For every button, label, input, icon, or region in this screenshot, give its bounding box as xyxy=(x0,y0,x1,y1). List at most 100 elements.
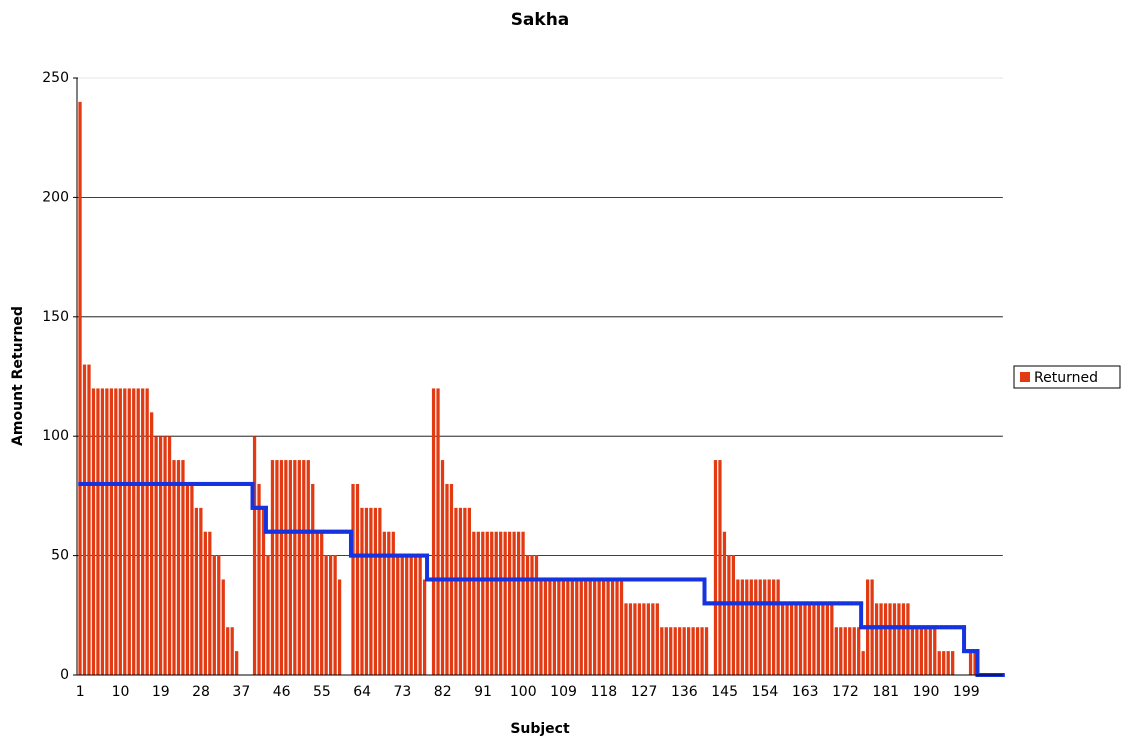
bar xyxy=(794,603,798,675)
bar xyxy=(758,579,762,675)
bar xyxy=(646,603,650,675)
bar xyxy=(78,101,82,675)
bar xyxy=(181,460,185,675)
x-tick-label: 145 xyxy=(711,684,738,700)
x-tick-label: 109 xyxy=(550,684,577,700)
bar xyxy=(266,555,270,675)
bar xyxy=(691,627,695,675)
bar xyxy=(306,460,310,675)
bar xyxy=(601,579,606,675)
bar xyxy=(279,460,284,675)
bar xyxy=(158,436,163,675)
bar xyxy=(311,483,315,675)
bar xyxy=(199,507,203,675)
chart-title: Sakha xyxy=(511,10,570,30)
bar xyxy=(561,579,565,675)
legend-swatch xyxy=(1020,372,1030,382)
x-tick-label: 73 xyxy=(394,684,412,700)
legend-box xyxy=(1013,365,1121,389)
x-tick-label: 37 xyxy=(232,684,250,700)
bar xyxy=(217,555,221,675)
bar xyxy=(293,460,297,675)
x-tick-label: 55 xyxy=(313,684,331,700)
bar xyxy=(100,388,105,675)
bar xyxy=(230,627,234,675)
bar xyxy=(615,579,619,675)
bar xyxy=(883,603,888,675)
bar xyxy=(669,627,673,675)
bar xyxy=(118,388,122,675)
bar xyxy=(624,603,628,675)
x-tick-label: 154 xyxy=(752,684,779,700)
bar xyxy=(892,603,897,675)
bar xyxy=(405,555,409,675)
bar xyxy=(942,651,946,675)
bar xyxy=(552,579,557,675)
bar xyxy=(409,555,413,675)
bar xyxy=(843,627,847,675)
bar xyxy=(530,555,534,675)
bar xyxy=(633,603,637,675)
bar xyxy=(203,531,207,675)
x-tick-label: 181 xyxy=(872,684,899,700)
bar xyxy=(610,579,615,675)
bar xyxy=(382,531,386,675)
bar xyxy=(897,603,901,675)
bar xyxy=(798,603,803,675)
bar xyxy=(463,507,467,675)
y-tick-label: 200 xyxy=(42,189,69,205)
bar xyxy=(651,603,655,675)
bar xyxy=(503,531,507,675)
bar xyxy=(481,531,485,675)
bar xyxy=(754,579,758,675)
bar xyxy=(937,651,941,675)
bar xyxy=(337,579,342,675)
x-tick-label: 118 xyxy=(590,684,617,700)
y-tick-label: 250 xyxy=(42,70,69,86)
x-tick-label: 82 xyxy=(434,684,452,700)
x-tick-label: 19 xyxy=(152,684,170,700)
bar xyxy=(727,555,731,675)
x-tick-label: 10 xyxy=(112,684,130,700)
bar xyxy=(655,603,659,675)
bar xyxy=(364,507,369,675)
bar xyxy=(87,364,91,675)
bar xyxy=(369,507,373,675)
bar xyxy=(235,651,239,675)
bar xyxy=(713,460,718,675)
bar xyxy=(333,555,337,675)
bar xyxy=(105,388,109,675)
y-tick-label: 100 xyxy=(42,428,69,444)
bar xyxy=(91,388,96,675)
bar xyxy=(109,388,113,675)
bar xyxy=(297,460,301,675)
bar xyxy=(302,460,306,675)
bar xyxy=(150,412,154,675)
bar xyxy=(852,627,856,675)
bar xyxy=(973,651,977,675)
bar xyxy=(834,627,838,675)
bar xyxy=(185,483,190,675)
bar xyxy=(745,579,749,675)
y-axis-label: Amount Returned xyxy=(10,306,26,446)
bar xyxy=(315,531,319,675)
bar xyxy=(324,555,328,675)
bar xyxy=(82,364,87,675)
bar xyxy=(284,460,288,675)
bar xyxy=(458,507,463,675)
bar xyxy=(418,555,422,675)
bar xyxy=(803,603,807,675)
bar xyxy=(114,388,118,675)
bar xyxy=(521,531,525,675)
bar xyxy=(812,603,816,675)
bar xyxy=(167,436,172,675)
bar xyxy=(637,603,642,675)
bar xyxy=(570,579,574,675)
bar xyxy=(968,651,973,675)
x-tick-label: 136 xyxy=(671,684,698,700)
bar xyxy=(396,555,400,675)
bar xyxy=(123,388,127,675)
bar xyxy=(270,460,275,675)
bar xyxy=(816,603,821,675)
